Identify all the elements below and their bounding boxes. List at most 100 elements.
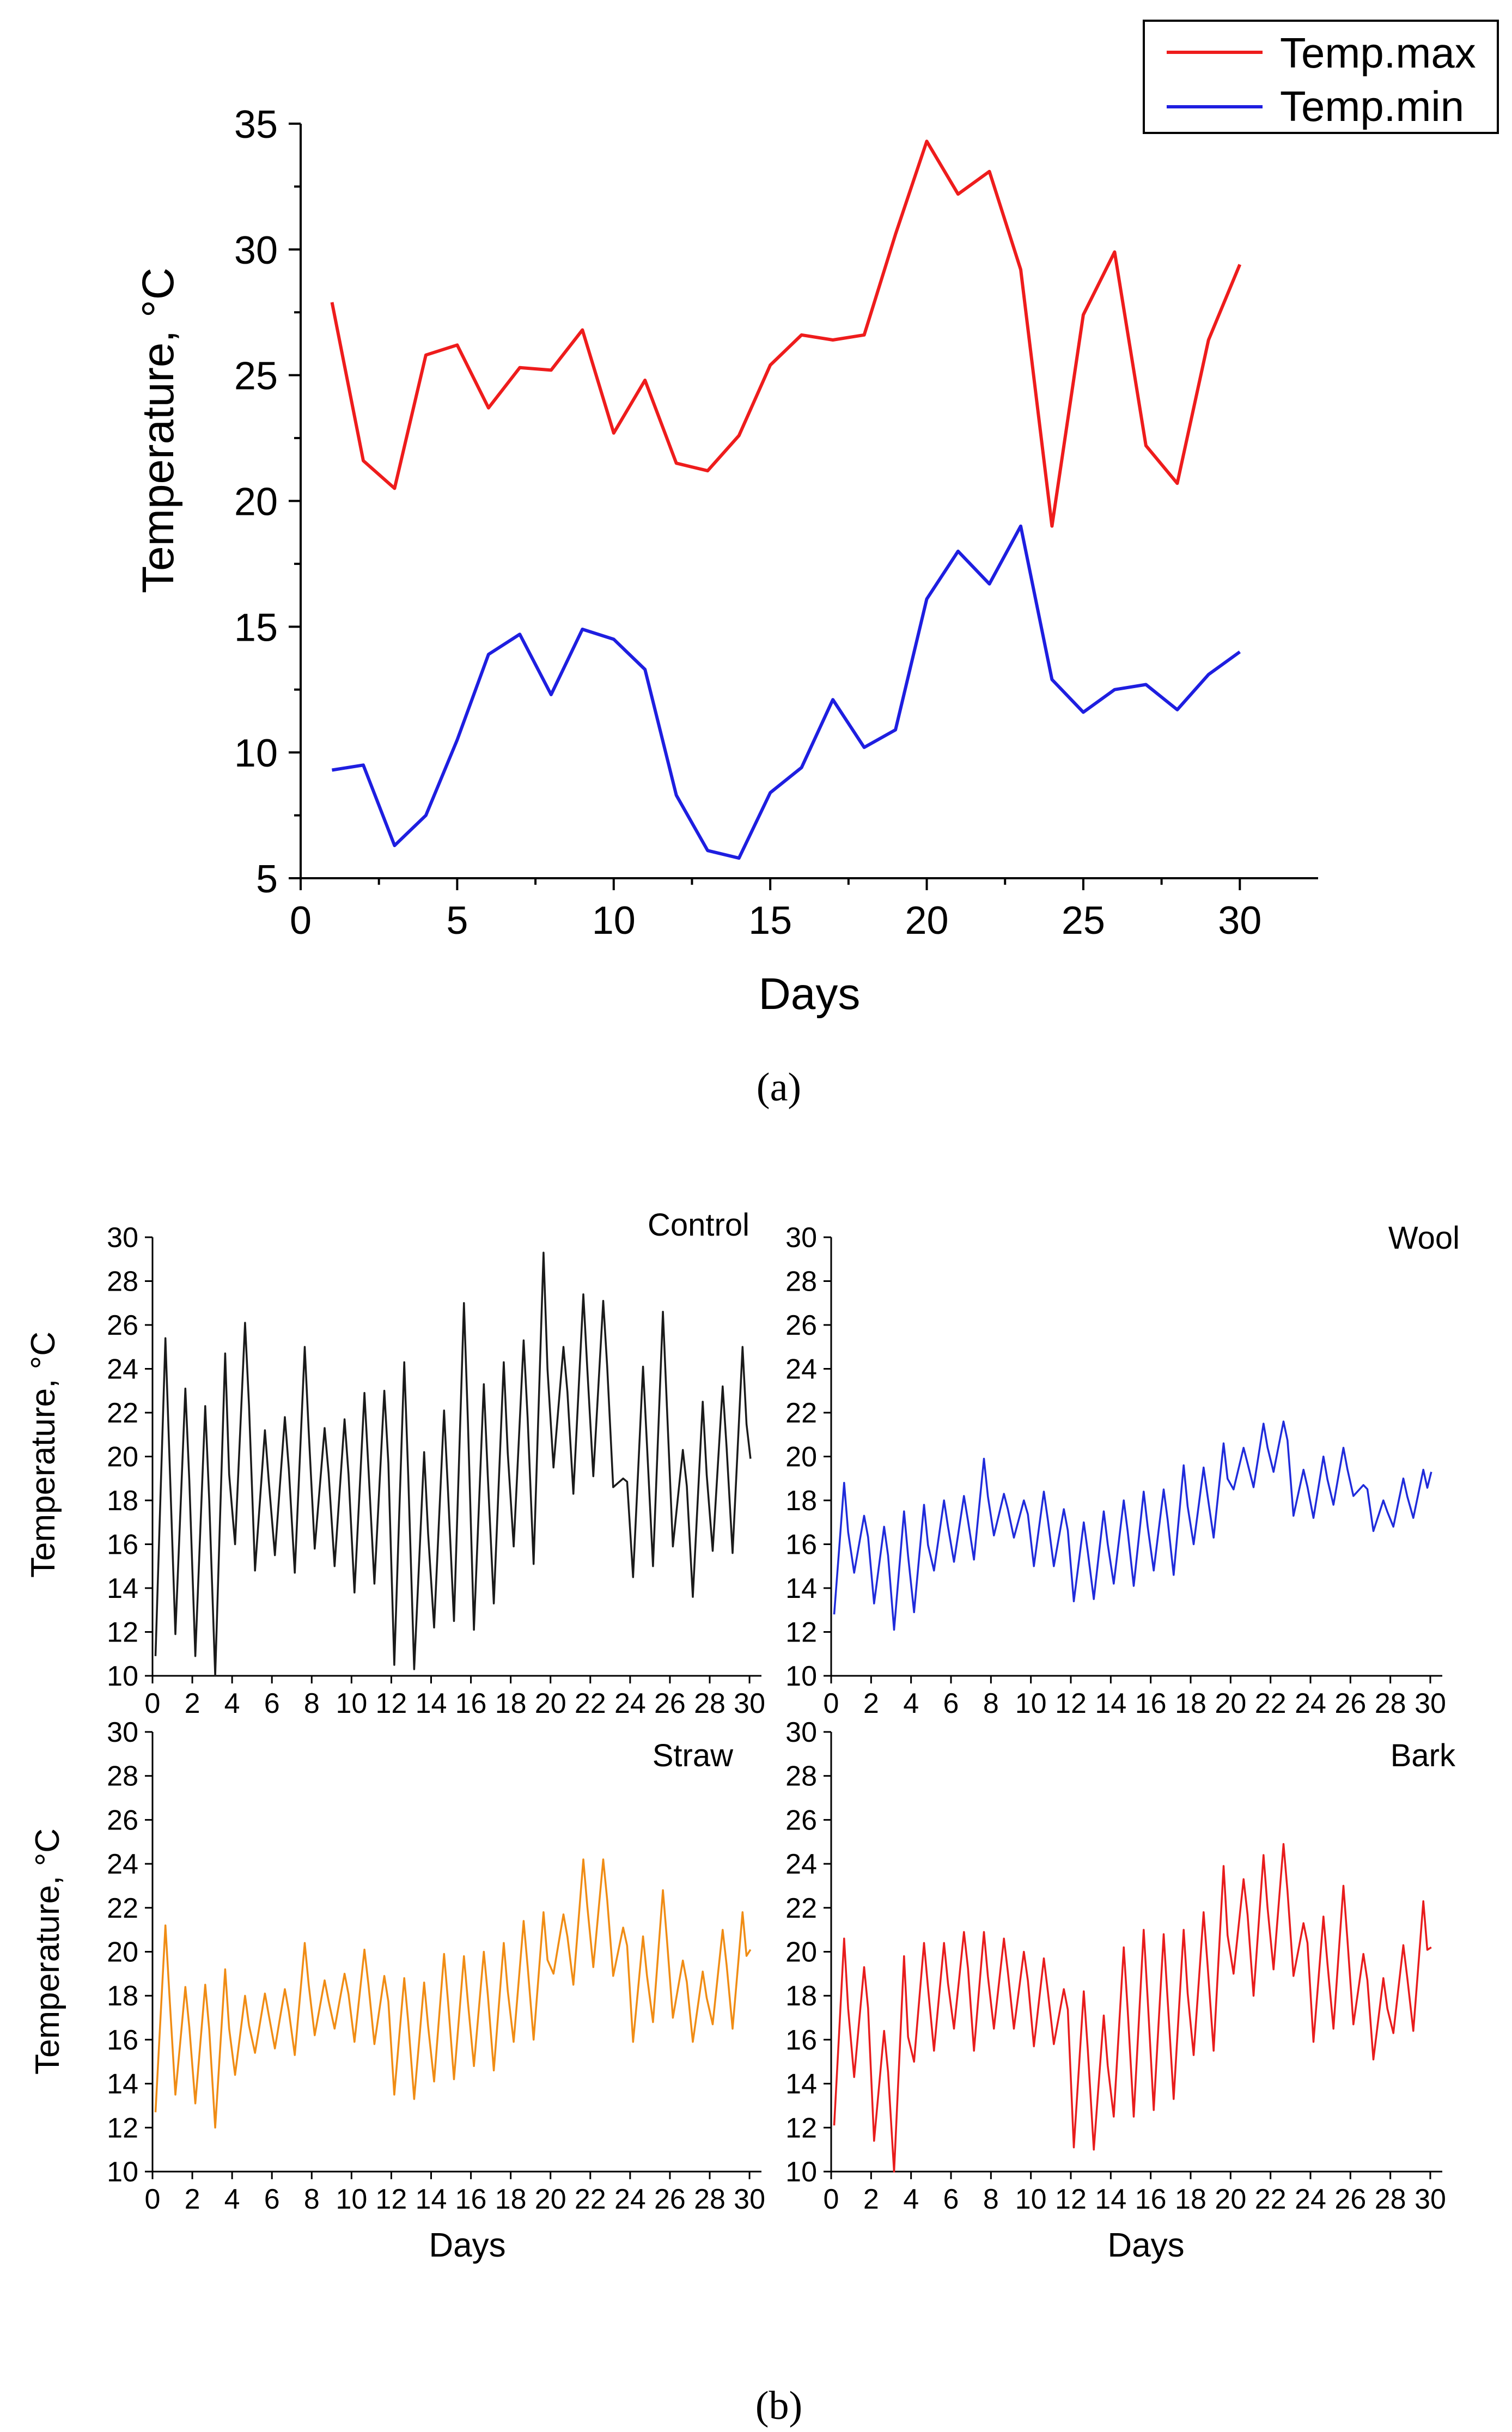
xtick-label: 6 (943, 2184, 959, 2215)
chart-b-wool-series (833, 1420, 1432, 1631)
ytick-label: 30 (107, 1222, 138, 1254)
chart-b-control-ylabel: Temperature, °C (25, 1331, 62, 1578)
chart-a-xtick-label: 0 (290, 899, 312, 943)
xtick-label: 2 (863, 2184, 879, 2215)
ytick-label: 14 (107, 1573, 138, 1604)
chart-a-ytick-label: 30 (234, 229, 278, 272)
ytick-label: 18 (107, 1485, 138, 1517)
xtick-label: 28 (1375, 1688, 1406, 1719)
chart-a-xlabel: Days (759, 969, 861, 1019)
ytick-label: 22 (107, 1397, 138, 1429)
ytick-label: 22 (785, 1893, 817, 1924)
xtick-label: 10 (336, 1688, 367, 1719)
xtick-label: 22 (1255, 2184, 1287, 2215)
xtick-label: 12 (376, 1688, 407, 1719)
chart-b-bark-series (833, 1843, 1432, 2173)
xtick-label: 20 (535, 2184, 566, 2215)
chart-b-wool-ticks: 0 2 4 6 8 10 12 14 16 18 20 22 24 26 28 301012141618202… (785, 1222, 1446, 1719)
xtick-label: 14 (1095, 1688, 1126, 1719)
xtick-label: 18 (495, 1688, 527, 1719)
ytick-label: 12 (785, 1617, 817, 1649)
xtick-label: 18 (1175, 2184, 1206, 2215)
chart-a-ytick-label: 35 (234, 103, 278, 147)
ytick-label: 26 (785, 1804, 817, 1836)
xtick-label: 4 (224, 2184, 240, 2215)
xtick-label: 2 (863, 1688, 879, 1719)
xtick-label: 8 (304, 2184, 320, 2215)
chart-a-xtick-label: 15 (748, 899, 792, 943)
xtick-label: 6 (264, 1688, 280, 1719)
chart-b-straw-ylabel: Temperature, °C (29, 1828, 66, 2075)
xtick-label: 6 (943, 1688, 959, 1719)
xtick-label: 2 (185, 2184, 200, 2215)
xtick-label: 24 (614, 2184, 646, 2215)
xtick-label: 28 (694, 1688, 725, 1719)
xtick-label: 18 (1175, 1688, 1206, 1719)
legend-label-temp-max: Temp.max (1280, 29, 1476, 77)
ytick-label: 14 (785, 1573, 817, 1604)
xtick-label: 30 (734, 1688, 765, 1719)
xtick-label: 22 (575, 2184, 606, 2215)
xtick-label: 20 (1215, 2184, 1246, 2215)
ytick-label: 10 (107, 1661, 138, 1692)
xtick-label: 30 (1415, 2184, 1446, 2215)
chart-b-bark: 0 2 4 6 8 10 12 14 16 18 20 22 24 26 28 301012141618202… (785, 1717, 1456, 2215)
chart-b-control-title: Control (648, 1207, 749, 1243)
series-line-temp-min (332, 524, 1241, 860)
xtick-label: 16 (1135, 1688, 1167, 1719)
chart-b-control: 0 2 4 6 8 10 12 14 16 18 20 22 24 26 28 301012141618202… (107, 1207, 765, 1719)
chart-a-ytick-label: 25 (234, 355, 278, 398)
chart-a-ylabel: Temperature, °C (133, 267, 183, 593)
xtick-label: 30 (734, 2184, 765, 2215)
xtick-label: 4 (224, 1688, 240, 1719)
chart-b-wool: 0 2 4 6 8 10 12 14 16 18 20 22 24 26 28 301012141618202… (785, 1220, 1460, 1719)
ytick-label: 16 (107, 2024, 138, 2056)
chart-a-xtick-label: 5 (446, 899, 468, 943)
xtick-label: 24 (614, 1688, 646, 1719)
ytick-label: 12 (107, 1617, 138, 1649)
xtick-label: 10 (336, 2184, 367, 2215)
xtick-label: 12 (376, 2184, 407, 2215)
ytick-label: 24 (107, 1354, 138, 1385)
legend-label-temp-min: Temp.min (1280, 82, 1464, 130)
ytick-label: 18 (107, 1980, 138, 2012)
ytick-label: 18 (785, 1980, 817, 2012)
xtick-label: 2 (185, 1688, 200, 1719)
chart-b-control-ticks: 0 2 4 6 8 10 12 14 16 18 20 22 24 26 28 301012141618202… (107, 1222, 765, 1719)
ytick-label: 22 (785, 1397, 817, 1429)
series-line-straw (154, 1858, 752, 2129)
ytick-label: 20 (107, 1937, 138, 1968)
chart-a-ytick-label: 5 (256, 858, 278, 901)
caption-b: (b) (755, 2384, 802, 2428)
chart-b-straw: 0 2 4 6 8 10 12 14 16 18 20 22 24 26 28 301012141618202… (107, 1717, 765, 2215)
xtick-label: 24 (1295, 1688, 1326, 1719)
series-line-bark (833, 1843, 1432, 2173)
xtick-label: 28 (1375, 2184, 1406, 2215)
xtick-label: 0 (145, 1688, 161, 1719)
chart-b-straw-xlabel: Days (429, 2227, 505, 2264)
ytick-label: 20 (785, 1937, 817, 1968)
ytick-label: 26 (107, 1310, 138, 1341)
xtick-label: 0 (145, 2184, 161, 2215)
chart-b-wool-title: Wool (1388, 1220, 1460, 1256)
xtick-label: 0 (824, 1688, 839, 1719)
ytick-label: 10 (785, 1661, 817, 1692)
xtick-label: 14 (416, 2184, 447, 2215)
ytick-label: 26 (107, 1804, 138, 1836)
chart-a-xtick-label: 25 (1062, 899, 1105, 943)
xtick-label: 12 (1055, 2184, 1087, 2215)
xtick-label: 26 (654, 1688, 686, 1719)
chart-a-ytick-label: 20 (234, 481, 278, 524)
series-line-control (154, 1251, 752, 1677)
ytick-label: 24 (785, 1354, 817, 1385)
legend-box (1143, 20, 1499, 134)
xtick-label: 30 (1415, 1688, 1446, 1719)
ytick-label: 12 (785, 2112, 817, 2144)
xtick-label: 8 (304, 1688, 320, 1719)
xtick-label: 16 (1135, 2184, 1167, 2215)
ytick-label: 20 (107, 1442, 138, 1473)
xtick-label: 18 (495, 2184, 527, 2215)
chart-a-ytick-label: 10 (234, 732, 278, 775)
chart-b-straw-series (154, 1858, 752, 2129)
